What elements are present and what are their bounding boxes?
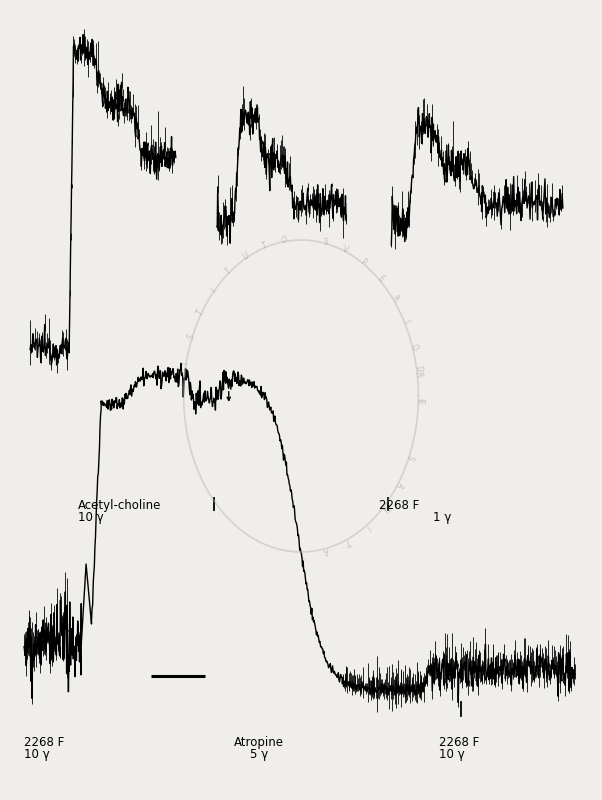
Text: O: O <box>409 343 419 351</box>
Text: T: T <box>223 267 232 277</box>
Text: S: S <box>186 333 196 341</box>
Text: 2268 F: 2268 F <box>24 736 64 749</box>
Text: D: D <box>413 365 423 372</box>
Text: 10 γ: 10 γ <box>78 511 104 524</box>
Text: I: I <box>415 398 424 400</box>
Text: U: U <box>241 251 250 262</box>
Text: N: N <box>380 502 390 513</box>
Text: 10 γ: 10 γ <box>439 748 465 761</box>
Text: 1 γ: 1 γ <box>433 511 452 524</box>
Text: I: I <box>364 522 371 531</box>
Text: A: A <box>322 546 329 555</box>
Text: T: T <box>261 241 268 251</box>
Text: 5 γ: 5 γ <box>250 748 268 761</box>
Text: T: T <box>344 536 351 546</box>
Text: E: E <box>376 274 385 284</box>
Text: P: P <box>359 258 368 267</box>
Text: E: E <box>415 399 424 404</box>
Text: O: O <box>281 235 288 245</box>
Text: R: R <box>414 370 423 378</box>
Text: V: V <box>341 245 350 255</box>
Text: I: I <box>181 361 190 366</box>
Text: A: A <box>394 479 405 489</box>
Text: Acetyl-choline: Acetyl-choline <box>78 499 161 512</box>
Text: S: S <box>405 454 415 462</box>
Text: 2268 F: 2268 F <box>439 736 480 749</box>
Text: 10 γ: 10 γ <box>24 748 50 761</box>
Text: T: T <box>196 308 205 317</box>
Text: R: R <box>389 294 400 304</box>
Text: Atropine: Atropine <box>234 736 284 749</box>
Text: ': ' <box>302 549 304 558</box>
Text: I: I <box>401 319 410 325</box>
Text: S: S <box>323 237 329 246</box>
Text: I: I <box>209 286 217 294</box>
Text: 2268 F: 2268 F <box>379 499 420 512</box>
